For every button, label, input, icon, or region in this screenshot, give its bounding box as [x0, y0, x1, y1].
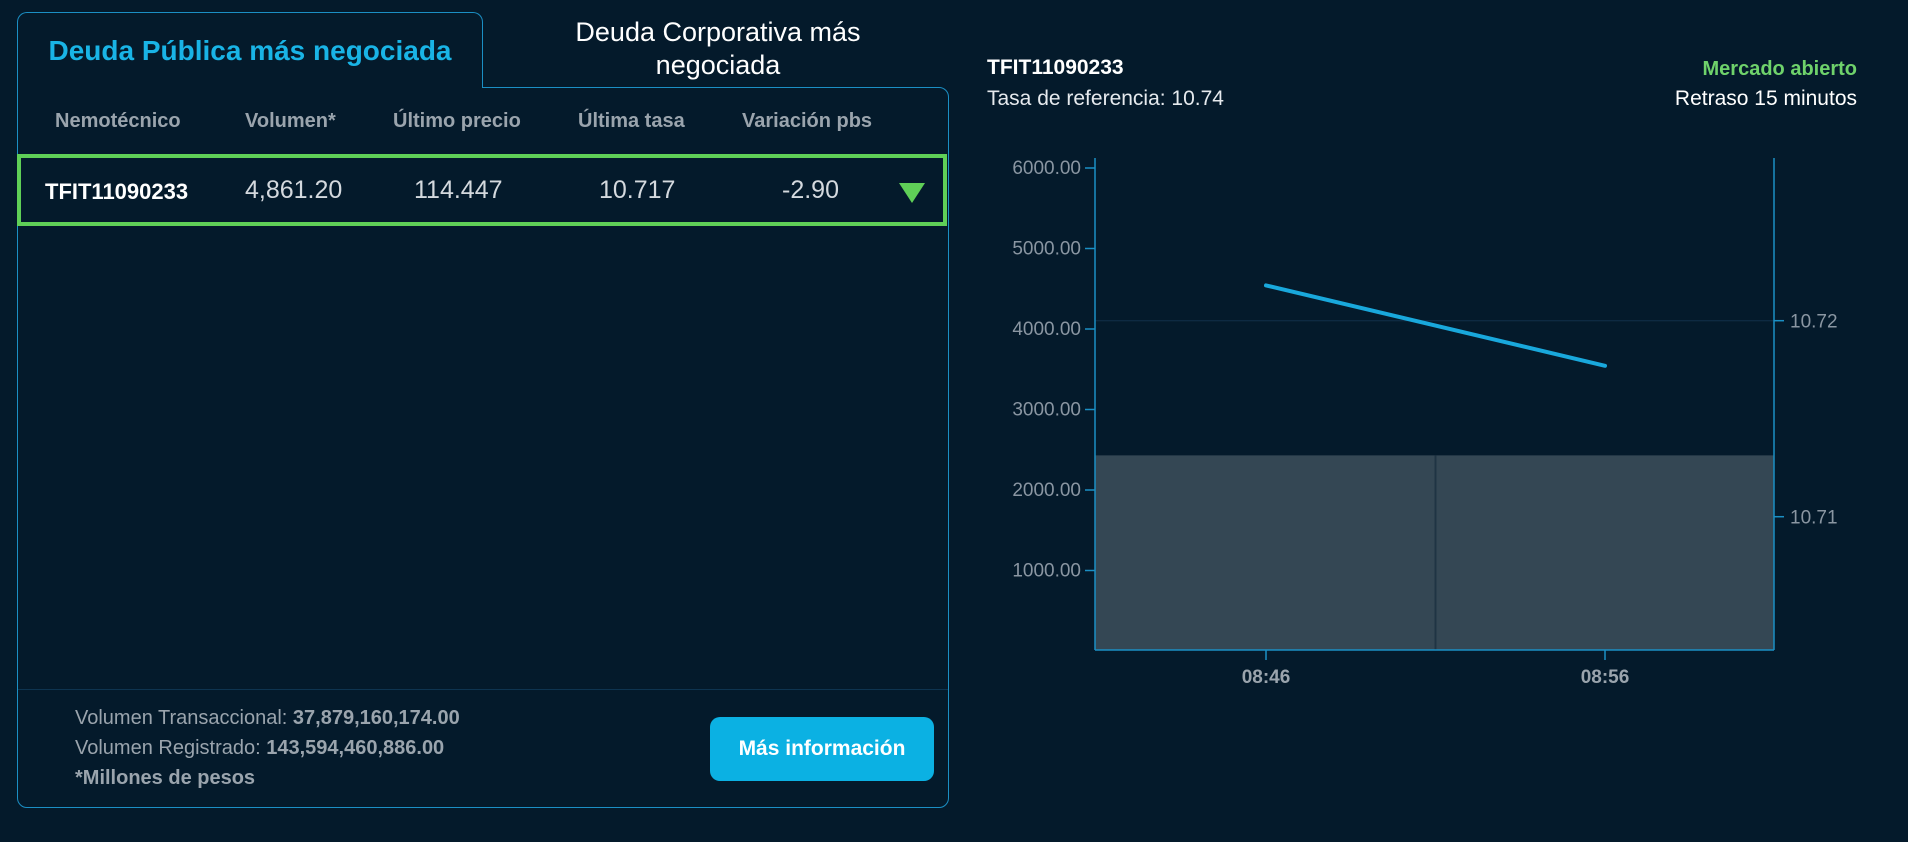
transactional-volume: Volumen Transaccional: 37,879,160,174.00 — [75, 707, 460, 730]
delay-note: Retraso 15 minutos — [1674, 87, 1857, 110]
col-header-volume[interactable]: Volumen* — [245, 110, 336, 132]
transactional-volume-value: 37,879,160,174.00 — [292, 707, 460, 729]
col-header-nemotecnico[interactable]: Nemotécnico — [55, 110, 181, 132]
tab-corporate-debt-label-2: negociada — [655, 50, 781, 80]
most-traded-panel: Nemotécnico Volumen* Último precio Últim… — [17, 87, 949, 808]
y-left-tick-label: 6000.00 — [1012, 158, 1081, 179]
y-left-tick-label: 1000.00 — [1012, 561, 1081, 582]
col-header-variation[interactable]: Variación pbs — [742, 110, 873, 132]
transactional-volume-label: Volumen Transaccional: — [75, 707, 293, 729]
x-tick-label: 08:56 — [1581, 667, 1630, 688]
registered-volume: Volumen Registrado: 143,594,460,886.00 — [75, 737, 444, 760]
tab-corporate-debt[interactable]: Deuda Corporativa más negociada — [500, 14, 936, 84]
x-tick-label: 08:46 — [1242, 667, 1291, 688]
row-last-rate: 10.717 — [599, 176, 676, 204]
volume-bar — [1095, 455, 1436, 650]
tab-public-debt[interactable]: Deuda Pública más negociada — [17, 12, 483, 88]
table-row[interactable]: TFIT11090233 4,861.20 114.447 10.717 -2.… — [17, 154, 947, 226]
chart-instrument-code: TFIT11090233 — [987, 56, 1124, 79]
market-status: Mercado abierto — [1702, 58, 1857, 80]
triangle-down-icon — [899, 183, 925, 203]
y-left-tick-label: 3000.00 — [1012, 400, 1081, 421]
col-header-last-price[interactable]: Último precio — [393, 110, 521, 132]
y-right-tick-label: 10.71 — [1790, 508, 1838, 529]
tab-corporate-debt-label-1: Deuda Corporativa más — [575, 17, 861, 47]
registered-volume-value: 143,594,460,886.00 — [266, 737, 445, 759]
volume-bar — [1435, 455, 1774, 650]
y-left-tick-label: 4000.00 — [1012, 319, 1081, 340]
row-last-price: 114.447 — [414, 176, 503, 204]
row-code: TFIT11090233 — [45, 179, 189, 204]
table-header: Nemotécnico Volumen* Último precio Últim… — [18, 88, 948, 156]
row-volume: 4,861.20 — [245, 176, 343, 204]
y-right-tick-label: 10.72 — [1790, 312, 1838, 333]
col-header-last-rate[interactable]: Última tasa — [578, 110, 685, 132]
rate-series-line — [1264, 283, 1607, 368]
registered-volume-label: Volumen Registrado: — [75, 737, 267, 759]
row-variation: -2.90 — [782, 176, 839, 204]
y-left-tick-label: 5000.00 — [1012, 239, 1081, 260]
y-left-tick-label: 2000.00 — [1012, 480, 1081, 501]
more-info-button[interactable]: Más información — [710, 717, 934, 781]
reference-rate: Tasa de referencia: 10.74 — [987, 87, 1224, 110]
tab-public-debt-label: Deuda Pública más negociada — [48, 34, 452, 66]
footer-divider — [18, 689, 948, 690]
units-note: *Millones de pesos — [75, 767, 256, 789]
